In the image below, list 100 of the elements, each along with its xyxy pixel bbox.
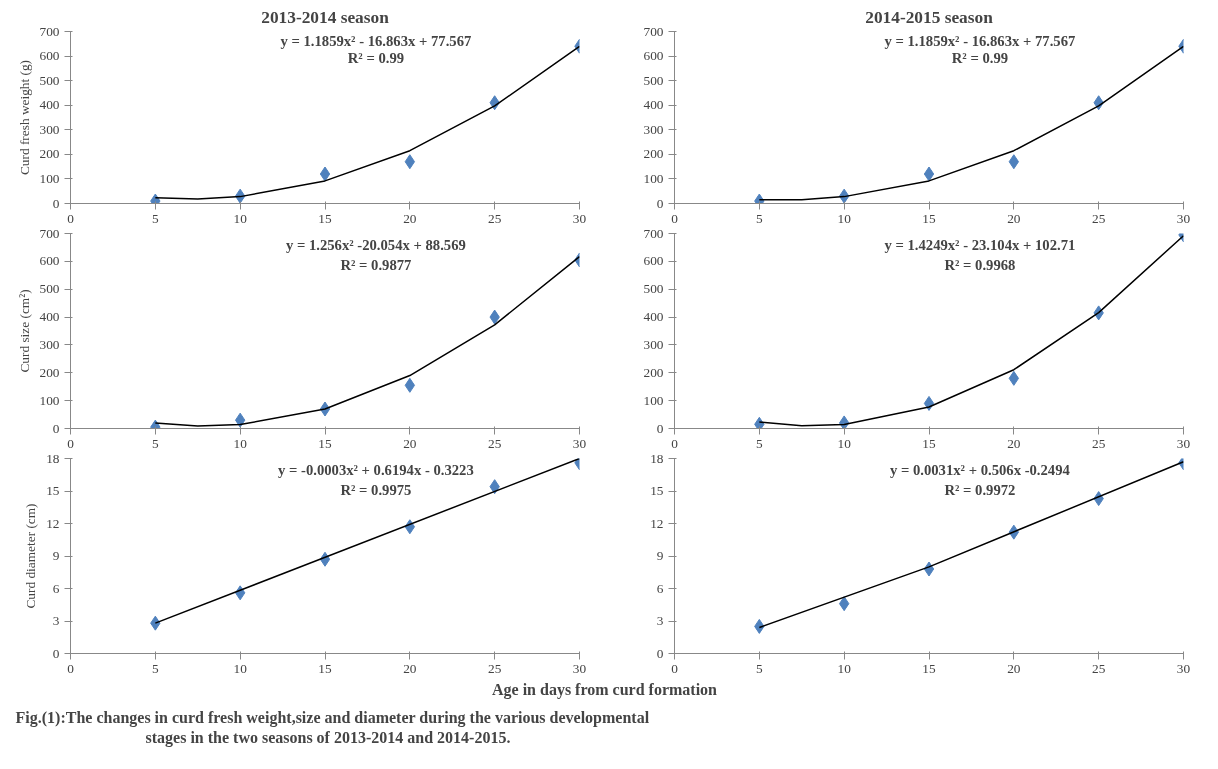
x-tick-label: 10 <box>837 660 852 676</box>
x-tick-label: 10 <box>233 435 248 451</box>
y-tick-label: 300 <box>643 121 664 137</box>
x-tick-label: 30 <box>1176 660 1191 676</box>
annotation: R² = 0.99 <box>347 49 405 66</box>
y-tick-label: 500 <box>39 72 60 88</box>
y-tick-label: 18 <box>650 450 664 466</box>
x-tick-label: 0 <box>671 435 679 451</box>
y-tick-label: 300 <box>643 336 664 352</box>
x-tick-label: 15 <box>318 435 332 451</box>
y-tick-label: 6 <box>52 580 60 596</box>
y-tick-label: 600 <box>39 48 60 64</box>
x-tick-label: 0 <box>671 660 679 676</box>
x-tick-label: 0 <box>671 210 679 226</box>
y-tick-label: 100 <box>39 392 60 408</box>
y-tick-label: 15 <box>650 483 664 498</box>
y-tick-label: 100 <box>39 170 60 186</box>
x-tick-label: 20 <box>1007 435 1021 451</box>
annotation: y = 1.4249x² - 23.104x + 102.71 <box>884 237 1076 253</box>
x-tick-label: 15 <box>922 435 936 451</box>
x-tick-label: 20 <box>1007 660 1021 676</box>
x-tick-label: 10 <box>233 660 248 676</box>
y-tick-label: 700 <box>39 23 60 39</box>
x-tick-label: 15 <box>318 210 332 226</box>
x-tick-label: 0 <box>67 435 75 451</box>
y-tick-label: 9 <box>52 548 60 563</box>
annotation: y = 0.0031x² + 0.506x -0.2494 <box>889 462 1071 478</box>
y-tick-label: 200 <box>39 364 60 380</box>
y-tick-label: 700 <box>643 225 664 241</box>
x-tick-label: 30 <box>572 210 587 226</box>
y-tick-label: 300 <box>39 121 60 137</box>
y-tick-label: 18 <box>46 450 60 466</box>
y-axis-title: Curd size (cm²) <box>16 289 32 373</box>
x-tick-label: 20 <box>403 660 417 676</box>
x-tick-label: 20 <box>403 435 417 451</box>
y-tick-label: 0 <box>656 420 664 436</box>
chart-title: 2014-2015 season <box>865 7 994 27</box>
y-tick-label: 400 <box>39 309 60 325</box>
y-tick-label: 500 <box>643 72 664 88</box>
y-axis-title: Curd diameter (cm) <box>23 503 39 609</box>
x-tick-label: 30 <box>572 660 587 676</box>
x-tick-label: 30 <box>1176 210 1191 226</box>
x-tick-label: 5 <box>756 210 763 226</box>
annotation: R² = 0.99 <box>951 49 1009 66</box>
y-tick-label: 12 <box>46 515 60 531</box>
y-tick-label: 12 <box>650 515 664 531</box>
x-tick-label: 5 <box>756 435 763 451</box>
y-tick-label: 15 <box>46 483 60 498</box>
y-tick-label: 3 <box>656 613 664 628</box>
y-tick-label: 0 <box>52 645 60 661</box>
annotation: y = -0.0003x² + 0.6194x - 0.3223 <box>278 462 474 478</box>
y-tick-label: 300 <box>39 336 60 352</box>
y-tick-label: 100 <box>643 392 664 408</box>
x-tick-label: 30 <box>572 435 587 451</box>
y-tick-label: 600 <box>39 253 60 269</box>
annotation: R² = 0.9968 <box>944 256 1016 273</box>
x-tick-label: 15 <box>318 660 332 676</box>
text: Age in days from curd formation <box>491 680 718 699</box>
y-tick-label: 500 <box>39 281 60 297</box>
x-tick-label: 25 <box>488 210 502 226</box>
text: stages in the two seasons of 2013-2014 and 2014-2015. <box>145 728 511 747</box>
x-tick-label: 10 <box>837 210 852 226</box>
x-tick-label: 15 <box>922 210 936 226</box>
y-tick-label: 200 <box>39 146 60 162</box>
text: Fig.(1):The changes in curd fresh weight,size and diameter during the various developmental <box>15 708 650 727</box>
y-tick-label: 9 <box>656 548 664 563</box>
annotation: y = 1.1859x² - 16.863x + 77.567 <box>884 32 1076 49</box>
y-tick-label: 0 <box>52 195 60 211</box>
x-tick-label: 15 <box>922 660 936 676</box>
x-tick-label: 5 <box>756 660 763 676</box>
x-tick-label: 10 <box>233 210 248 226</box>
x-tick-label: 5 <box>152 660 159 676</box>
annotation: y = 1.256x² -20.054x + 88.569 <box>285 237 466 253</box>
x-tick-label: 25 <box>1092 660 1106 676</box>
x-tick-label: 5 <box>152 210 159 226</box>
x-tick-label: 25 <box>1092 435 1106 451</box>
x-tick-label: 25 <box>488 660 502 676</box>
y-tick-label: 600 <box>643 253 664 269</box>
chart-title: 2013-2014 season <box>261 7 390 27</box>
y-tick-label: 100 <box>643 170 664 186</box>
annotation: R² = 0.9877 <box>340 256 412 273</box>
y-tick-label: 3 <box>52 613 60 628</box>
annotation: y = 1.1859x² - 16.863x + 77.567 <box>280 32 472 49</box>
x-tick-label: 10 <box>837 435 852 451</box>
y-tick-label: 200 <box>643 364 664 380</box>
y-tick-label: 0 <box>656 645 664 661</box>
x-tick-label: 25 <box>1092 210 1106 226</box>
y-axis-title: Curd fresh weight (g) <box>16 59 32 176</box>
y-tick-label: 0 <box>52 420 60 436</box>
annotation: R² = 0.9972 <box>944 481 1016 498</box>
y-tick-label: 6 <box>656 580 664 596</box>
y-tick-label: 400 <box>39 97 60 113</box>
x-tick-label: 20 <box>403 210 417 226</box>
y-tick-label: 400 <box>643 309 664 325</box>
x-tick-label: 20 <box>1007 210 1021 226</box>
y-tick-label: 700 <box>643 23 664 39</box>
y-tick-label: 600 <box>643 48 664 64</box>
x-tick-label: 5 <box>152 435 159 451</box>
x-tick-label: 30 <box>1176 435 1191 451</box>
y-tick-label: 400 <box>643 97 664 113</box>
